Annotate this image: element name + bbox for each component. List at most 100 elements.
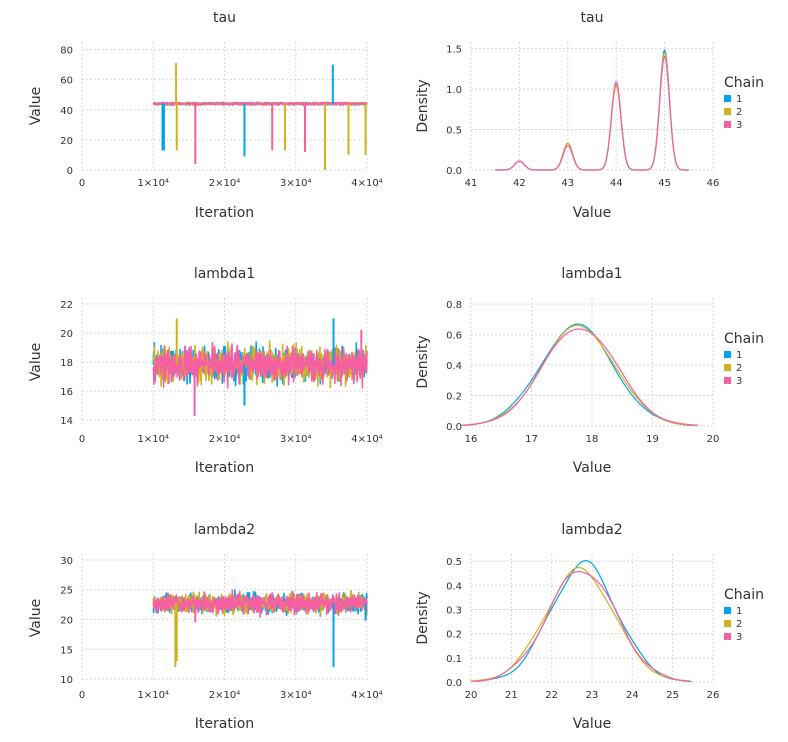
density-series-chain-2 [462,324,695,427]
y-tick-label: 18 [60,358,73,369]
x-tick-label: 17 [525,434,538,445]
y-tick-label: 0.0 [446,422,462,433]
y-tick-label: 0.8 [446,300,462,311]
legend-swatch [724,607,731,614]
trace-series-chain-3 [152,589,368,619]
y-tick-label: 0.5 [446,557,462,568]
x-axis-label: Iteration [195,205,254,221]
x-tick-label: 4×10⁴ [351,690,382,701]
x-tick-label: 43 [561,178,574,189]
legend-swatch [724,351,731,358]
legend-swatch [724,95,731,102]
y-tick-label: 16 [60,387,73,398]
y-tick-label: 20 [60,136,73,147]
x-tick-label: 1×10⁴ [138,434,169,445]
panel-title: lambda1 [194,266,255,282]
density-series-chain-1 [478,560,690,682]
x-tick-label: 19 [646,434,659,445]
density-series-chain-2 [495,51,689,171]
panel-density-lambda2: 20 21 22 23 24 25 260.00.10.20.30.40.5lambda2V… [415,522,764,732]
panel-density-tau: 41 42 43 44 45 46 0.0 0.5 1.0 1.5 tau Value Density C… [415,10,764,221]
y-tick-label: 0.0 [446,678,462,689]
panel-trace-lambda1: 0 1×10⁴ 2×10⁴ 3×10⁴ 4×10⁴ 14 16 18 20 22 lambda1 It… [28,266,383,476]
legend-label: 3 [736,376,742,387]
legend-label: 2 [736,619,742,630]
legend-label: 1 [736,606,742,617]
legend-title: Chain [724,587,764,603]
y-tick-label: 1.0 [446,85,462,96]
x-tick-label: 3×10⁴ [280,690,311,701]
y-tick-label: 0.1 [446,654,462,665]
y-tick-label: 0.6 [446,331,462,342]
density-series-chain-1 [495,49,689,171]
trace-series-chain-3 [152,101,368,107]
x-tick-label: 1×10⁴ [138,178,169,189]
x-tick-label: 0 [79,690,85,701]
legend-swatch [724,620,731,627]
panel-trace-lambda2: 0 1×10⁴ 2×10⁴ 3×10⁴ 4×10⁴ 10 15 20 25 30 lambda2 It… [28,522,383,732]
y-axis-label: Value [28,599,44,637]
y-tick-label: 20 [60,615,73,626]
legend-swatch [724,121,731,128]
x-tick-label: 26 [707,690,720,701]
x-tick-label: 0 [79,178,85,189]
x-tick-label: 24 [626,690,639,701]
x-tick-label: 18 [586,434,599,445]
x-tick-label: 2×10⁴ [209,690,240,701]
legend-label: 2 [736,107,742,118]
x-axis-label: Value [573,460,611,476]
y-tick-label: 25 [60,586,73,597]
legend-label: 1 [736,94,742,105]
panel-trace-tau: 0 1×10⁴ 2×10⁴ 3×10⁴ 4×10⁴ 0 20 40 60 80 tau Iterati… [28,10,383,221]
y-tick-label: 1.5 [446,44,462,55]
panel-density-lambda1: 16 17 18 19 20 0.0 0.2 0.4 0.6 0.8 lambda1 Value Den… [415,266,764,476]
x-tick-label: 4×10⁴ [351,434,382,445]
panel-title: lambda1 [561,266,622,282]
x-tick-label: 46 [707,178,720,189]
x-tick-label: 0 [79,434,85,445]
x-tick-label: 20 [707,434,720,445]
density-series-chain-3 [495,55,689,171]
panel-title: tau [581,10,604,26]
x-tick-label: 41 [465,178,478,189]
y-axis-label: Density [415,79,431,132]
density-series-chain-1 [460,323,693,427]
y-axis-label: Density [415,335,431,388]
x-tick-label: 20 [465,690,478,701]
panel-title: tau [213,10,236,26]
legend-label: 1 [736,350,742,361]
legend-title: Chain [724,331,764,347]
x-axis-label: Iteration [195,460,254,476]
x-tick-label: 1×10⁴ [138,690,169,701]
x-axis-label: Value [573,716,611,732]
y-axis-label: Density [415,591,431,644]
y-tick-label: 20 [60,329,73,340]
x-axis-label: Iteration [195,716,254,732]
x-tick-label: 44 [610,178,623,189]
x-axis-label: Value [573,205,611,221]
y-tick-label: 0.3 [446,606,462,617]
chain-legend: Chain 1 2 3 [724,587,764,643]
legend-swatch [724,377,731,384]
y-tick-label: 10 [60,675,73,686]
y-tick-label: 40 [60,106,73,117]
chain-legend: Chain 1 2 3 [724,75,764,131]
legend-swatch [724,108,731,115]
trace-series-chain-3 [152,341,368,389]
y-tick-label: 80 [60,46,73,57]
y-tick-label: 0.2 [446,392,462,403]
y-tick-label: 0 [67,166,73,177]
x-tick-label: 42 [513,178,526,189]
x-tick-label: 45 [658,178,671,189]
y-tick-label: 14 [60,416,73,427]
legend-swatch [724,633,731,640]
density-series-chain-3 [472,571,692,683]
x-tick-label: 25 [666,690,679,701]
y-axis-label: Value [28,343,44,381]
panel-title: lambda2 [194,522,255,538]
y-tick-label: 0.5 [446,125,462,136]
y-tick-label: 30 [60,556,73,567]
y-tick-label: 15 [60,645,73,656]
x-tick-label: 22 [545,690,558,701]
y-tick-label: 22 [60,300,73,311]
